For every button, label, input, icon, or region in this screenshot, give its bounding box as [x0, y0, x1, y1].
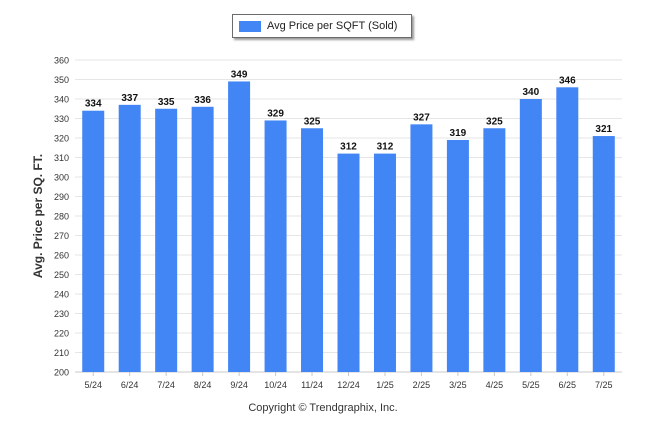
x-tick-label: 7/24 [157, 380, 175, 390]
data-label: 325 [304, 116, 321, 127]
bar [446, 139, 469, 372]
x-tick-label: 2/25 [413, 380, 431, 390]
bar [155, 108, 178, 372]
y-tick-label: 330 [54, 114, 69, 124]
x-tick-label: 10/24 [264, 380, 287, 390]
data-label: 340 [522, 87, 539, 98]
bar [592, 136, 615, 372]
data-label: 319 [450, 128, 467, 139]
x-tick-label: 4/25 [486, 380, 504, 390]
y-tick-label: 340 [54, 95, 69, 105]
bar [228, 81, 251, 372]
bar [337, 153, 360, 372]
bar [118, 104, 141, 372]
data-label: 334 [85, 99, 102, 110]
y-tick-label: 290 [54, 192, 69, 202]
data-label: 337 [121, 93, 138, 104]
x-tick-label: 5/24 [84, 380, 102, 390]
data-label: 335 [158, 97, 175, 108]
bar [373, 153, 396, 372]
data-label: 346 [559, 75, 576, 86]
y-tick-label: 260 [54, 251, 69, 261]
x-tick-label: 5/25 [522, 380, 540, 390]
y-tick-label: 350 [54, 75, 69, 85]
bar [191, 106, 214, 373]
x-tick-label: 1/25 [376, 380, 394, 390]
x-tick-label: 9/24 [230, 380, 248, 390]
y-tick-label: 230 [54, 309, 69, 319]
y-tick-label: 300 [54, 173, 69, 183]
y-tick-label: 270 [54, 231, 69, 241]
y-tick-label: 200 [54, 368, 69, 378]
x-tick-label: 8/24 [194, 380, 212, 390]
data-label: 327 [413, 112, 430, 123]
y-tick-label: 320 [54, 134, 69, 144]
data-label: 336 [194, 95, 211, 106]
bar [301, 128, 324, 372]
x-tick-label: 6/25 [559, 380, 577, 390]
data-label: 312 [340, 142, 357, 153]
chart-legend: Avg Price per SQFT (Sold) [232, 14, 412, 38]
y-tick-label: 250 [54, 270, 69, 280]
legend-label: Avg Price per SQFT (Sold) [267, 20, 398, 32]
y-tick-label: 360 [54, 56, 69, 66]
x-tick-label: 7/25 [595, 380, 613, 390]
x-tick-label: 12/24 [337, 380, 360, 390]
legend-swatch [239, 20, 261, 32]
y-axis-title: Avg. Price per SQ. FT. [31, 154, 45, 278]
y-tick-label: 240 [54, 290, 69, 300]
x-tick-label: 11/24 [301, 380, 323, 390]
data-label: 329 [267, 108, 284, 119]
x-tick-label: 6/24 [121, 380, 139, 390]
copyright-text: Copyright © Trendgraphix, Inc. [248, 402, 398, 414]
data-label: 321 [595, 124, 612, 135]
y-tick-label: 210 [54, 348, 69, 358]
data-label: 349 [231, 69, 248, 80]
y-tick-label: 280 [54, 212, 69, 222]
bar [82, 110, 105, 372]
y-tick-label: 310 [54, 153, 69, 163]
bar [556, 87, 579, 373]
bar [410, 124, 433, 372]
bar [519, 99, 542, 372]
bar [264, 120, 287, 372]
y-tick-label: 220 [54, 329, 69, 339]
data-label: 312 [377, 142, 394, 153]
bar [483, 128, 506, 372]
data-label: 325 [486, 116, 503, 127]
x-tick-label: 3/25 [449, 380, 467, 390]
